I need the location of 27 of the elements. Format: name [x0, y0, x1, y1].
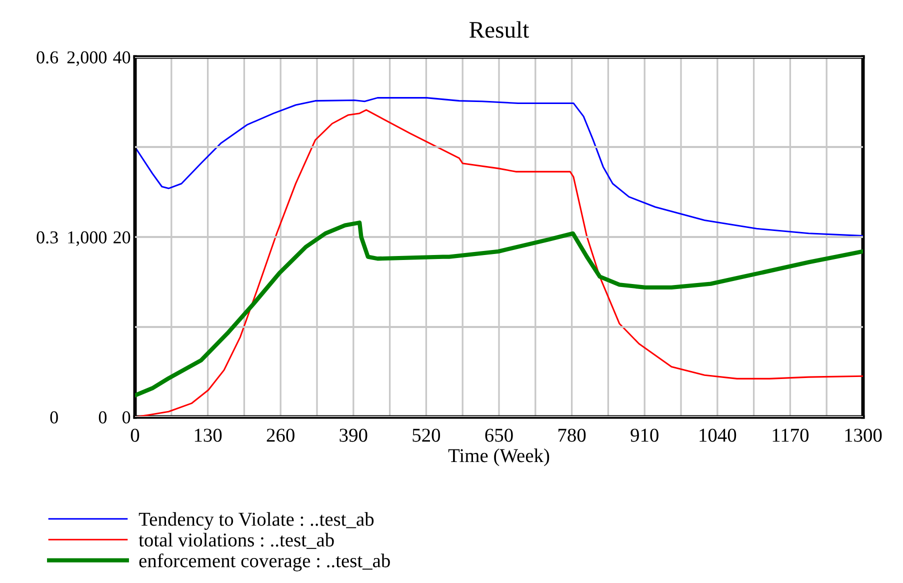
x-tick-label: 130 [194, 428, 222, 442]
y-tick-label: 0 [50, 411, 58, 424]
x-tick-label: 1300 [845, 428, 882, 442]
x-tick-label: 1040 [700, 428, 736, 442]
legend-label: enforcement coverage : ..test_ab [139, 553, 390, 572]
x-tick-label: 780 [558, 428, 586, 442]
line-series [135, 97, 863, 237]
y3-tick-label: 0 [122, 411, 130, 424]
y2-tick-label: 2,000 [67, 51, 107, 66]
x-tick-label: 260 [266, 428, 294, 442]
x-tick-label: 0 [130, 428, 140, 442]
x-tick-label: 520 [412, 428, 440, 442]
x-tick-label: 390 [340, 428, 368, 442]
y-tick-label: 0.6 [36, 51, 58, 64]
y3-tick-label: 40 [113, 51, 130, 64]
legend-label: Tendency to Violate : ..test_ab [138, 512, 374, 530]
x-tick-label: 1170 [772, 428, 809, 442]
chart-title: Result [470, 21, 530, 38]
line-series [135, 220, 863, 398]
y2-tick-label: 1,000 [68, 231, 107, 246]
x-axis-title: Time (Week) [448, 448, 550, 466]
y2-tick-label: 0 [98, 411, 107, 424]
y3-tick-label: 20 [114, 231, 130, 244]
legend-label: total violations : ..test_ab [138, 532, 334, 549]
x-tick-label: 650 [485, 428, 513, 442]
x-tick-label: 910 [630, 428, 658, 442]
y-tick-label: 0.3 [36, 231, 58, 244]
